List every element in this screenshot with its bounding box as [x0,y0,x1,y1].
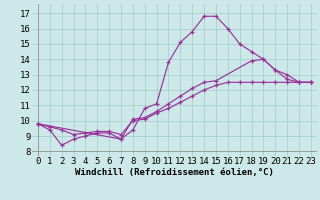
X-axis label: Windchill (Refroidissement éolien,°C): Windchill (Refroidissement éolien,°C) [75,168,274,177]
